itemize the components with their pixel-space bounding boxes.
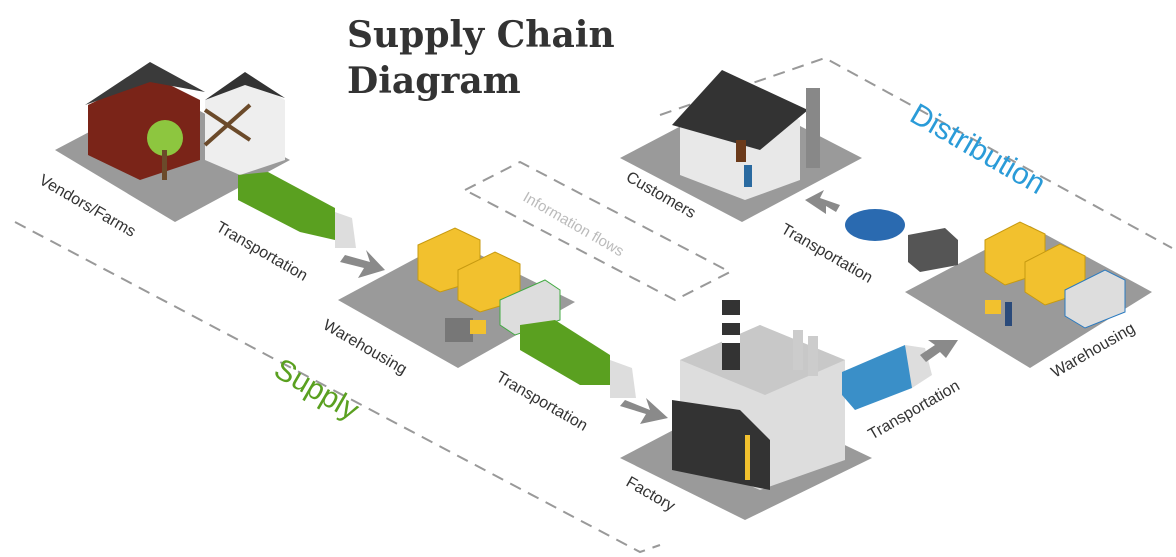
truck bbox=[520, 320, 636, 398]
van bbox=[845, 209, 958, 272]
title: Supply Chain Diagram bbox=[347, 12, 627, 104]
factory-illustration bbox=[672, 300, 845, 490]
region-label: Supply bbox=[269, 352, 365, 426]
page: Vendors/Farms Warehousing Factory Wareho… bbox=[0, 0, 1176, 557]
region-label: Information flows bbox=[520, 189, 627, 260]
truck bbox=[238, 172, 356, 248]
region-label: Distribution bbox=[905, 97, 1051, 201]
farm-illustration bbox=[85, 62, 285, 180]
